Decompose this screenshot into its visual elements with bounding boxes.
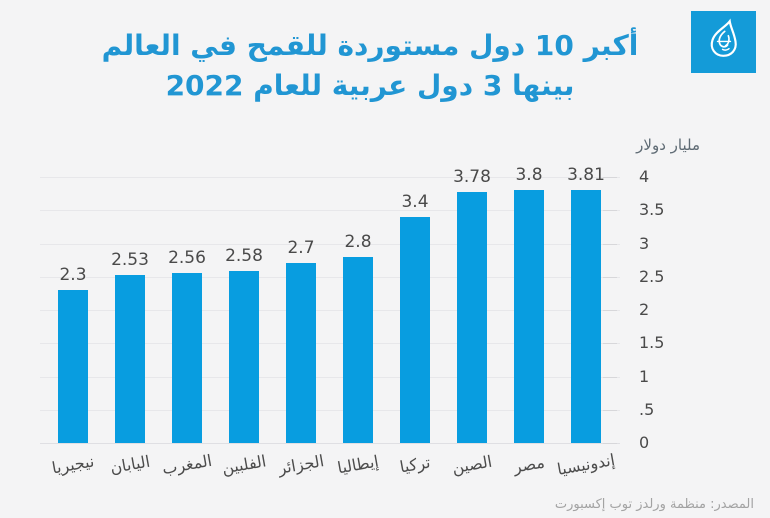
gridline xyxy=(40,276,620,278)
y-tick-label: 2 xyxy=(639,300,650,319)
y-tick-label: .5 xyxy=(639,399,655,419)
bar-value-label: 3.4 xyxy=(401,191,429,212)
bar-value-label: 2.3 xyxy=(59,265,87,286)
x-axis-label: تركيا xyxy=(398,452,432,477)
x-axis-label: نيجيريا xyxy=(50,451,96,478)
gridline xyxy=(40,409,620,411)
bar-value-label: 2.58 xyxy=(225,246,263,267)
x-axis-label: إيطاليا xyxy=(335,451,381,478)
x-axis-label: إندونيسيا xyxy=(555,450,617,479)
y-axis-tickmark xyxy=(603,310,617,311)
gridline xyxy=(40,210,620,212)
bar xyxy=(457,191,487,443)
bar-value-label: 2.53 xyxy=(111,249,149,270)
gridline xyxy=(40,376,620,378)
y-axis-tickmark xyxy=(603,409,617,411)
source-note: المصدر: منظمة ورلدز توب إكسبورت xyxy=(554,497,754,512)
y-axis-tickmark xyxy=(603,210,617,212)
y-axis-tickmark xyxy=(603,443,617,444)
chart-title: أكبر 10 دول مستوردة للقمح في العالم بينه… xyxy=(0,26,740,106)
y-tick-label: 3 xyxy=(639,233,650,253)
bar-value-label: 3.8 xyxy=(515,165,543,186)
y-tick-label: 0 xyxy=(639,433,650,452)
x-axis-label: المغرب xyxy=(160,450,214,479)
bar xyxy=(58,290,88,443)
x-axis-label: الفلبين xyxy=(220,451,268,478)
bar xyxy=(514,190,544,443)
bar-value-label: 2.7 xyxy=(287,238,315,259)
bar xyxy=(172,272,202,443)
x-axis-label: اليابان xyxy=(108,451,152,478)
x-axis-label: الصين xyxy=(450,451,494,478)
bar xyxy=(571,189,601,443)
bar-value-label: 2.8 xyxy=(344,231,372,252)
y-tick-label: 2.5 xyxy=(639,266,665,286)
bar xyxy=(343,256,373,443)
x-axis-label: الجزائر xyxy=(276,451,326,478)
gridline xyxy=(40,443,620,444)
y-tick-label: 1.5 xyxy=(639,333,665,353)
y-axis-tickmark xyxy=(603,177,617,178)
bar xyxy=(229,271,259,443)
gridline xyxy=(40,243,620,245)
gridline xyxy=(40,310,620,311)
chart-title-line1: أكبر 10 دول مستوردة للقمح في العالم xyxy=(101,29,639,62)
bar-value-label: 3.78 xyxy=(453,166,491,187)
y-tick-label: 1 xyxy=(639,366,650,386)
bar-value-label: 3.81 xyxy=(567,164,605,185)
bar xyxy=(286,263,316,443)
y-tick-label: 4 xyxy=(639,167,650,186)
gridline xyxy=(40,343,620,345)
bar xyxy=(400,216,430,443)
bar xyxy=(115,274,145,443)
chart-title-line2: بينها 3 دول عربية للعام 2022 xyxy=(165,69,575,102)
y-axis-tickmark xyxy=(603,376,617,378)
y-axis-tickmark xyxy=(603,243,617,245)
y-axis-unit-label: مليار دولار xyxy=(636,136,700,154)
y-tick-label: 3.5 xyxy=(639,200,665,220)
aljazeera-logo xyxy=(691,11,756,73)
gridline xyxy=(40,177,620,178)
y-axis-tickmark xyxy=(603,276,617,278)
x-axis-label: مصر xyxy=(511,452,547,477)
y-axis-tickmark xyxy=(603,343,617,345)
aljazeera-calligraphy-icon xyxy=(701,17,747,67)
bar-value-label: 2.56 xyxy=(168,247,206,268)
